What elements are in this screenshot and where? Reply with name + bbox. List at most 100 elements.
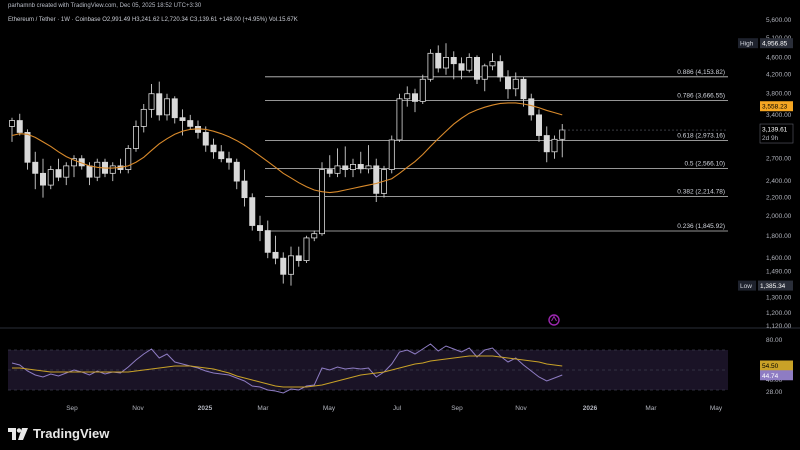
- candle-up: [396, 98, 403, 141]
- candle-up: [427, 52, 434, 80]
- low-tag-bg: [738, 280, 756, 291]
- low-tag: Low: [740, 283, 752, 290]
- rsi-axis-tick: 80.00: [766, 337, 783, 344]
- time-axis-tick: May: [710, 405, 723, 412]
- high-value-bg: [760, 38, 793, 49]
- rsi-ma-value-tag-bg: [760, 360, 793, 371]
- ma-value-tag: 3,558.23: [762, 104, 788, 111]
- candle-down: [210, 144, 217, 153]
- candle-up: [559, 129, 566, 140]
- candle-up: [163, 98, 170, 116]
- candle-up: [132, 125, 139, 149]
- candle-up: [318, 169, 325, 235]
- candle-up: [140, 108, 147, 127]
- ma-value-tag-bg: [760, 101, 793, 112]
- candle-up: [94, 161, 101, 178]
- rsi-ma-line: [12, 355, 563, 388]
- candle-down: [342, 165, 349, 170]
- high-tag-bg: [738, 38, 758, 49]
- time-axis-tick: Jul: [393, 405, 402, 412]
- candle-down: [528, 98, 535, 116]
- candle-down: [536, 114, 543, 136]
- candle-up: [442, 57, 449, 69]
- time-axis-tick: 2025: [198, 405, 213, 412]
- candle-down: [411, 93, 418, 102]
- low-value: 1,385.34: [760, 283, 786, 290]
- time-axis-tick: Mar: [645, 405, 657, 412]
- candle-down: [520, 78, 527, 100]
- candle-down: [249, 197, 256, 226]
- rsi-value-tag: 44.74: [762, 373, 779, 380]
- rsi-ma-value-tag: 54.50: [762, 363, 779, 370]
- high-value: 4,956.85: [762, 41, 788, 48]
- candle-down: [156, 93, 163, 116]
- countdown: 2d 9h: [762, 135, 779, 142]
- candle-up: [512, 78, 519, 90]
- candle-down: [264, 230, 271, 253]
- moving-average-line: [11, 102, 563, 194]
- fib-label-0.5: 0.5 (2,566.10): [685, 160, 725, 167]
- time-axis-tick: 2026: [583, 405, 598, 412]
- candle-down: [256, 225, 263, 231]
- candle-down: [543, 135, 550, 153]
- rsi-line: [11, 343, 563, 394]
- time-axis-tick: Sep: [66, 405, 78, 412]
- candle-up: [349, 164, 356, 170]
- candle-down: [435, 52, 442, 69]
- price-axis-tick: 1,490.00: [766, 269, 792, 276]
- candle-down: [233, 161, 240, 182]
- candle-up: [466, 57, 473, 71]
- candle-down: [473, 57, 480, 80]
- time-axis-tick: Nov: [515, 405, 527, 412]
- price-axis-tick: 1,800.00: [766, 233, 792, 240]
- price-axis-tick: 2,000.00: [766, 213, 792, 220]
- candle-up: [8, 120, 15, 127]
- high-tag: High: [740, 41, 754, 48]
- candle-down: [16, 120, 23, 133]
- tradingview-logo-icon: [8, 427, 28, 440]
- candle-up: [419, 78, 426, 102]
- price-tag-bg: [759, 123, 794, 144]
- candle-down: [202, 132, 209, 146]
- fib-label-0.618: 0.618 (2,973.16): [677, 132, 725, 139]
- candle-up: [303, 237, 310, 261]
- candle-down: [295, 255, 302, 261]
- price-axis-tick: 1,600.00: [766, 255, 792, 262]
- candle-down: [450, 57, 457, 65]
- candle-up: [109, 165, 116, 174]
- alert-icon[interactable]: [548, 314, 560, 326]
- candle-up: [388, 139, 395, 170]
- watermark-text: parhamnb created with TradingView.com, D…: [8, 3, 202, 9]
- price-axis-tick: 1,300.00: [766, 295, 792, 302]
- rsi-axis-tick: 40.00: [766, 377, 783, 384]
- candle-down: [497, 61, 504, 78]
- candle-down: [373, 165, 380, 194]
- fib-label-0.886: 0.886 (4,153.82): [677, 69, 725, 76]
- time-axis-tick: Sep: [451, 405, 463, 412]
- candle-down: [504, 76, 511, 90]
- candle-down: [40, 172, 47, 186]
- time-axis-tick: May: [323, 405, 336, 412]
- rsi-value-tag-bg: [760, 370, 793, 381]
- candle-up: [334, 165, 341, 174]
- candle-up: [311, 233, 318, 239]
- price-axis-tick: 4,600.00: [766, 54, 792, 61]
- candle-down: [86, 165, 93, 178]
- candle-up: [489, 61, 496, 67]
- candle-down: [171, 98, 178, 119]
- candle-up: [365, 165, 372, 170]
- candle-up: [125, 148, 132, 170]
- candle-down: [357, 164, 364, 170]
- price-axis-tick: 4,200.00: [766, 72, 792, 79]
- price-axis-tick: 3,800.00: [766, 91, 792, 98]
- brand-name: TradingView: [33, 426, 110, 441]
- fib-label-0.786: 0.786 (3,666.55): [677, 93, 725, 100]
- candle-up: [551, 138, 558, 153]
- candle-down: [218, 151, 225, 160]
- candle-up: [287, 255, 294, 275]
- candle-down: [32, 161, 39, 174]
- candle-up: [148, 93, 155, 110]
- price-axis-tick: 1,120.00: [766, 323, 792, 330]
- candle-down: [225, 158, 232, 163]
